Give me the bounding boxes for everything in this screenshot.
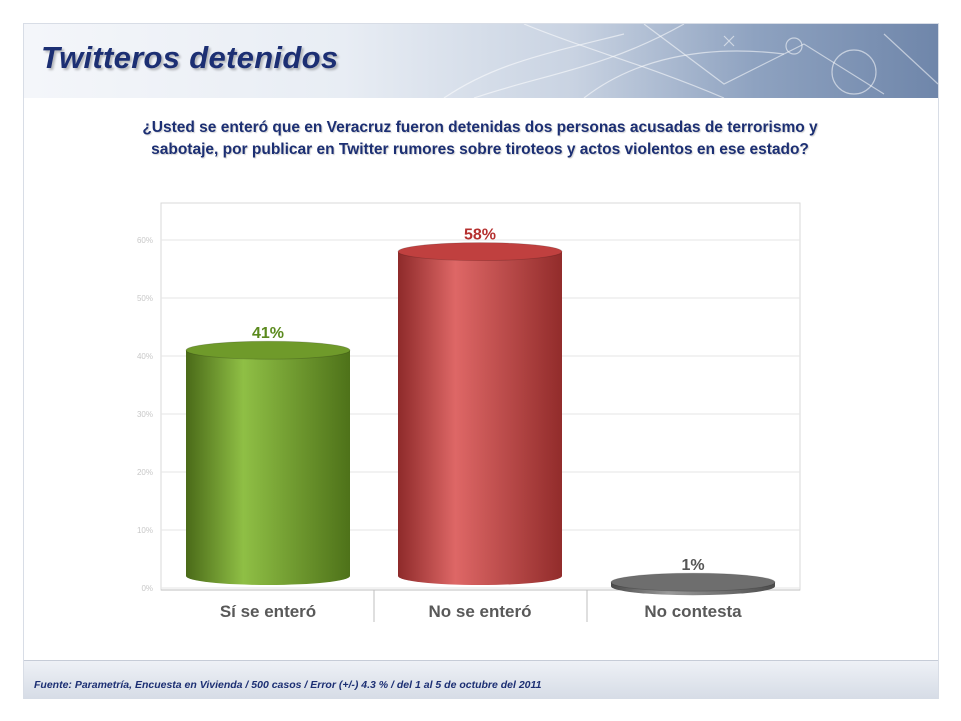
header-decoration-image: [443, 24, 938, 98]
bar-3: [610, 572, 776, 596]
source-note: Fuente: Parametría, Encuesta en Vivienda…: [34, 679, 542, 691]
data-label: 1%: [681, 557, 704, 574]
y-tick-label: 40%: [137, 352, 153, 361]
bar-2: [397, 242, 563, 585]
y-tick-label: 10%: [137, 526, 153, 535]
bar-body: [186, 350, 350, 585]
x-tick-label: Sí se enteró: [220, 602, 316, 621]
y-tick-label: 30%: [137, 410, 153, 419]
x-tick-label: No se enteró: [429, 602, 532, 621]
bar-body: [398, 251, 562, 585]
x-tick-label: No contesta: [644, 602, 742, 621]
data-label: 58%: [464, 227, 496, 244]
y-tick-label: 60%: [137, 236, 153, 245]
bar-top: [610, 572, 776, 592]
survey-question: ¿Usted se enteró que en Veracruz fueron …: [142, 119, 818, 158]
bar-top: [397, 242, 563, 262]
y-tick-label: 0%: [141, 584, 153, 593]
bar-top: [185, 340, 351, 360]
slide-title: Twitteros detenidos: [41, 40, 339, 75]
header-banner: Twitteros detenidos: [24, 24, 938, 98]
y-tick-label: 50%: [137, 294, 153, 303]
y-tick-label: 20%: [137, 468, 153, 477]
footer-bar: Fuente: Parametría, Encuesta en Vivienda…: [24, 660, 938, 699]
bar-1: [185, 340, 351, 585]
data-label: 41%: [252, 325, 284, 342]
